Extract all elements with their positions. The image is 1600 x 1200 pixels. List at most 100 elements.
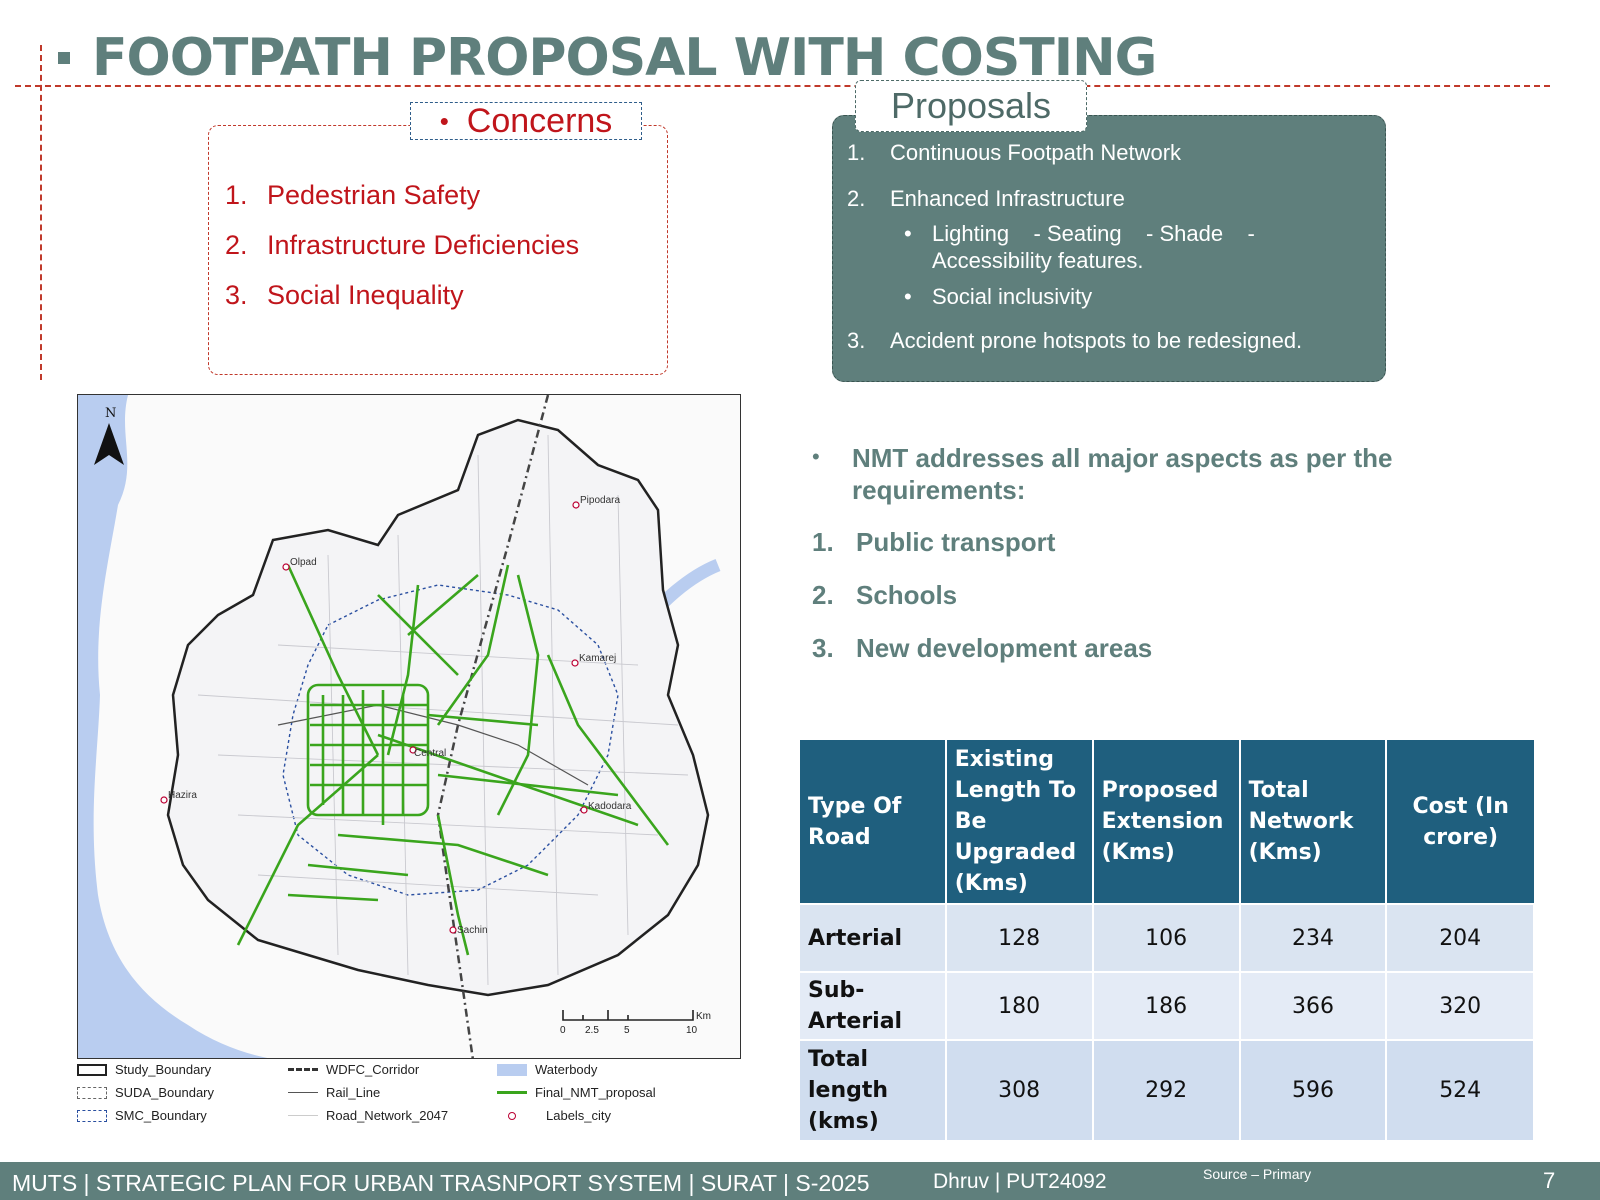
table-cell: 366 bbox=[1239, 971, 1388, 1040]
legend-swatch bbox=[508, 1111, 516, 1120]
list-item: 1. Pedestrian Safety bbox=[225, 180, 579, 230]
legend-item: Rail_Line bbox=[288, 1085, 380, 1100]
list-item: 3. Social Inequality bbox=[225, 280, 579, 330]
legend-item: WDFC_Corridor bbox=[288, 1062, 419, 1077]
legend-swatch bbox=[77, 1086, 107, 1099]
city-label: Hazira bbox=[168, 790, 197, 801]
legend-swatch bbox=[288, 1092, 318, 1093]
title-divider bbox=[15, 85, 1550, 87]
proposals-box bbox=[832, 115, 1386, 382]
table-row: Sub-Arterial 180 186 366 320 bbox=[800, 971, 1535, 1040]
city-label: Pipodara bbox=[580, 495, 620, 506]
table-header: Existing Length To Be Upgraded (Kms) bbox=[945, 740, 1094, 904]
bullet-icon: • bbox=[439, 105, 449, 136]
legend-item: Road_Network_2047 bbox=[288, 1108, 448, 1123]
legend-label: Final_NMT_proposal bbox=[535, 1085, 656, 1100]
table-cell: 596 bbox=[1239, 1039, 1388, 1140]
city-label: Kamarej bbox=[579, 653, 616, 664]
footer-bar: MUTS | STRATEGIC PLAN FOR URBAN TRASNPOR… bbox=[0, 1162, 1600, 1200]
city-label: Sachin bbox=[457, 925, 488, 936]
table-header: Proposed Extension (Kms) bbox=[1092, 740, 1241, 904]
item-number: 3. bbox=[225, 280, 248, 310]
scale-label: 5 bbox=[624, 1025, 630, 1036]
table-cell: 320 bbox=[1386, 971, 1535, 1040]
proposal-subitem-continued: Accessibility features. bbox=[932, 248, 1144, 273]
item-label: Schools bbox=[856, 580, 958, 610]
legend-label: SUDA_Boundary bbox=[115, 1085, 214, 1100]
table-cell: 186 bbox=[1092, 971, 1241, 1040]
item-number: 1. bbox=[225, 180, 248, 210]
legend-label: Study_Boundary bbox=[115, 1062, 212, 1077]
subitem-label: Social inclusivity bbox=[932, 284, 1093, 309]
map-svg: Pipodara Olpad Kamarej Hazira Central Ka… bbox=[78, 395, 721, 1058]
proposal-item: 3. Accident prone hotspots to be redesign… bbox=[847, 328, 1302, 354]
legend-swatch bbox=[288, 1068, 318, 1071]
concerns-list: 1. Pedestrian Safety 2. Infrastructure Def… bbox=[225, 180, 579, 330]
legend-label: Rail_Line bbox=[326, 1085, 381, 1100]
table-header: Total Network (Kms) bbox=[1239, 740, 1388, 904]
table-row: Total length (kms) 308 292 596 524 bbox=[800, 1039, 1535, 1140]
smc-boundary bbox=[282, 584, 619, 896]
city-label: Central bbox=[414, 748, 446, 759]
bullet-icon: • bbox=[812, 444, 820, 469]
proposal-subitem: • Lighting - Seating - Shade - bbox=[904, 221, 1255, 247]
table-cell: Arterial bbox=[800, 903, 947, 972]
item-number: 2. bbox=[812, 580, 834, 610]
city-label: Kadodara bbox=[588, 801, 632, 812]
legend-swatch bbox=[77, 1109, 107, 1122]
item-label: Enhanced Infrastructure bbox=[890, 186, 1125, 211]
legend-label: Labels_city bbox=[546, 1108, 612, 1123]
table-header: Cost (In crore) bbox=[1386, 740, 1534, 904]
proposals-heading: Proposals bbox=[855, 80, 1087, 132]
scale-label: 10 bbox=[686, 1025, 698, 1036]
table-cell: 524 bbox=[1386, 1039, 1535, 1140]
item-label: Accident prone hotspots to be redesigned… bbox=[890, 328, 1303, 353]
scale-label: 2.5 bbox=[585, 1025, 599, 1036]
proposal-item: 2. Enhanced Infrastructure bbox=[847, 186, 1125, 212]
legend-swatch bbox=[497, 1091, 527, 1094]
bullet-icon: • bbox=[904, 284, 912, 309]
nmt-intro: NMT addresses all major aspects as per t… bbox=[852, 443, 1393, 505]
legend-label: Road_Network_2047 bbox=[326, 1108, 449, 1123]
proposal-subitem: • Social inclusivity bbox=[904, 284, 1093, 310]
legend-item: Waterbody bbox=[497, 1062, 597, 1077]
legend-swatch bbox=[77, 1063, 107, 1076]
table-cell: Sub-Arterial bbox=[800, 971, 947, 1040]
item-label: Pedestrian Safety bbox=[267, 180, 481, 210]
proposal-item: 1. Continuous Footpath Network bbox=[847, 140, 1181, 166]
item-number: 2. bbox=[225, 230, 248, 260]
item-number: 3. bbox=[847, 328, 866, 353]
concerns-heading: • Concerns bbox=[410, 102, 642, 140]
legend-item: Final_NMT_proposal bbox=[497, 1085, 656, 1100]
item-number: 1. bbox=[812, 527, 834, 557]
legend-swatch bbox=[288, 1115, 318, 1116]
nmt-map: Pipodara Olpad Kamarej Hazira Central Ka… bbox=[77, 394, 741, 1059]
table-cell: 180 bbox=[945, 971, 1094, 1040]
title-row: FOOTPATH PROPOSAL WITH COSTING bbox=[58, 28, 1157, 88]
left-divider bbox=[40, 45, 42, 380]
item-number: 1. bbox=[847, 140, 866, 165]
item-label: New development areas bbox=[856, 633, 1153, 663]
item-label: Public transport bbox=[856, 527, 1056, 557]
north-label: N bbox=[105, 406, 116, 421]
footer-author: Dhruv | PUT24092 bbox=[933, 1170, 1107, 1193]
page-number: 7 bbox=[1543, 1168, 1556, 1193]
table-cell: Total length (kms) bbox=[800, 1039, 947, 1140]
nmt-network bbox=[236, 564, 670, 956]
table-cell: 234 bbox=[1239, 903, 1388, 972]
costing-table: Type Of Road Existing Length To Be Upgra… bbox=[800, 740, 1535, 1140]
rail-line bbox=[277, 704, 589, 786]
north-arrow-icon bbox=[94, 423, 124, 465]
item-number: 2. bbox=[847, 186, 866, 211]
table-header: Type Of Road bbox=[800, 740, 947, 904]
legend-swatch bbox=[497, 1063, 527, 1076]
legend-item: Study_Boundary bbox=[77, 1062, 211, 1077]
legend-item: SUDA_Boundary bbox=[77, 1085, 214, 1100]
scale-label: 0 bbox=[560, 1025, 566, 1036]
footer-source: Source – Primary bbox=[1203, 1166, 1312, 1182]
item-label: Continuous Footpath Network bbox=[890, 140, 1182, 165]
nmt-item: 1. Public transport bbox=[812, 527, 1055, 558]
table-cell: 204 bbox=[1386, 903, 1535, 972]
legend-label: SMC_Boundary bbox=[115, 1108, 207, 1123]
list-item: 2. Infrastructure Deficiencies bbox=[225, 230, 579, 280]
